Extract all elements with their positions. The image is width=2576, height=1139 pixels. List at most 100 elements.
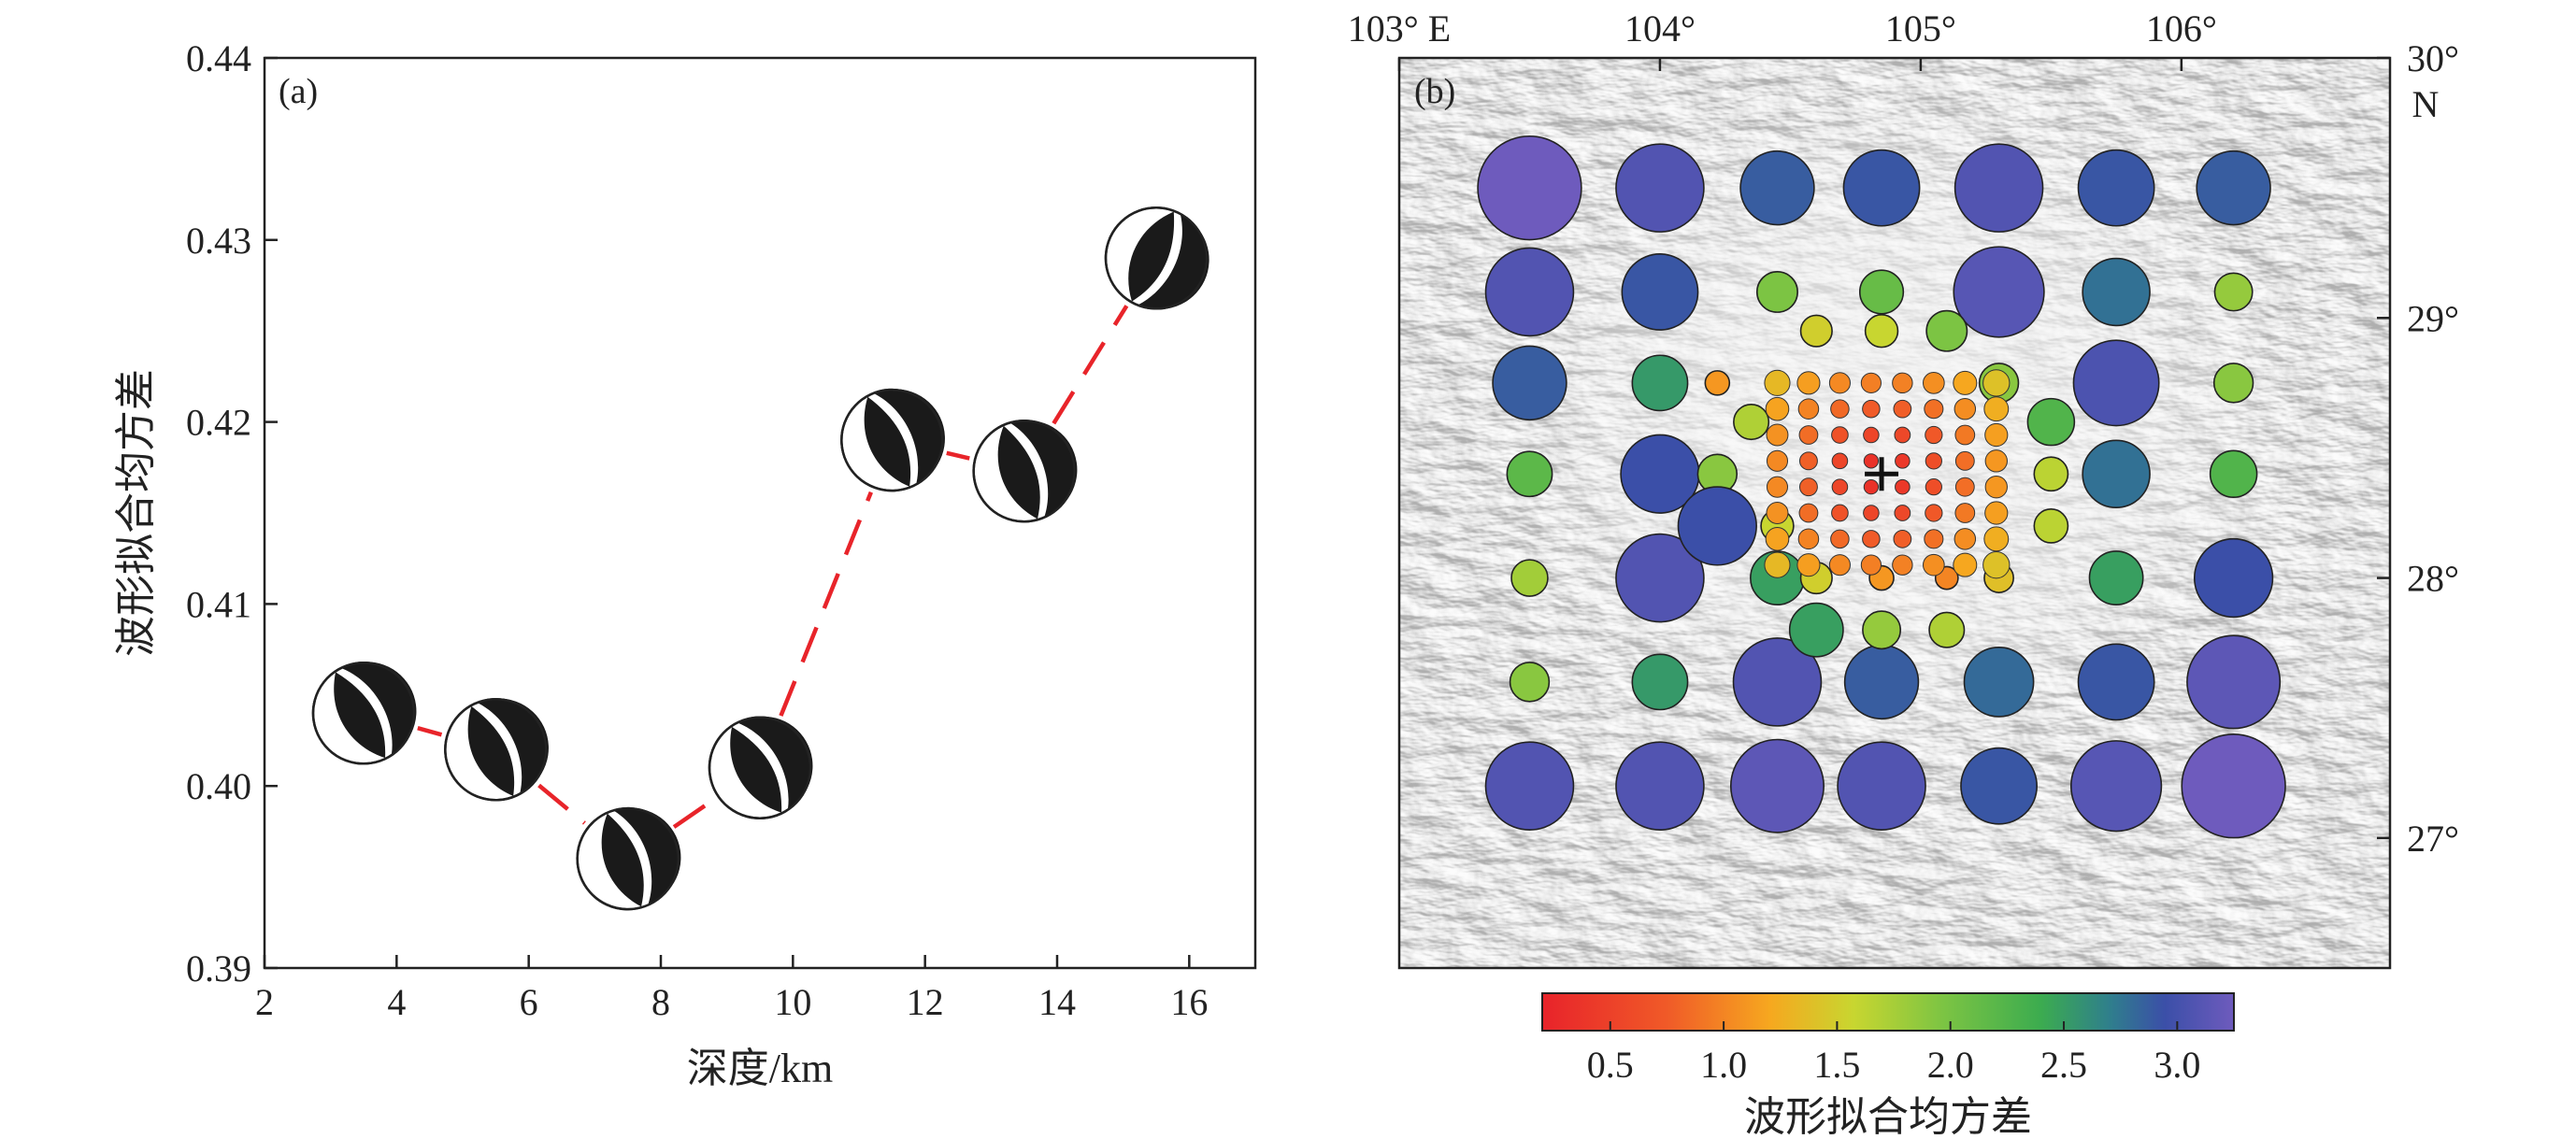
misfit-point-small [1953,552,1978,577]
y-tick-label: 0.44 [186,37,251,79]
beachball-outline [708,716,812,819]
misfit-point-small [1984,422,2009,448]
misfit-point-small [1798,477,1818,497]
panel-a-x-axis-title: 深度/km [687,1046,833,1091]
beachball-outline [444,697,548,802]
misfit-point-small [1925,425,1943,445]
map-latitude-ticks: 30° 29° 28° 27° [2377,37,2459,860]
panel-b-map: 103° E 104° 105° 106° 30° 29° 28° 27° N (b) 0.… [1348,7,2459,1139]
misfit-point [1858,269,1905,315]
misfit-point [2033,456,2069,492]
panel-a-y-axis-title: 波形拟合均方差 [113,369,159,657]
misfit-point [1842,149,1921,227]
misfit-point [1615,741,1705,831]
misfit-point [1615,533,1705,623]
misfit-point [2196,149,2271,226]
misfit-point [1729,738,1825,833]
lat-tick-label: 29° [2407,297,2459,339]
misfit-point-small [1953,528,1977,550]
map-north-label: N [2412,83,2440,125]
misfit-point-small [1831,426,1849,444]
misfit-point-small [1895,478,1911,495]
panel-a-x-axis: 2 4 6 8 10 12 14 16 [255,955,1208,1023]
lon-tick-label: 103° E [1348,7,1451,50]
misfit-point-small [1796,553,1821,577]
misfit-point [1704,370,1731,396]
misfit-point-small [1925,504,1943,522]
misfit-point [2082,257,2151,327]
misfit-point [2193,537,2274,619]
y-tick-label: 0.42 [186,402,251,444]
misfit-point-small [1831,452,1849,470]
misfit-point-small [1860,554,1882,576]
misfit-point-small [1766,423,1789,447]
misfit-point [1477,135,1582,241]
misfit-point-small [1798,425,1819,445]
misfit-point [1963,647,2035,718]
misfit-point [2186,634,2282,730]
misfit-point-small [1798,503,1819,523]
x-tick-label: 10 [774,981,811,1023]
misfit-point-small [1831,504,1849,522]
beachball-compression-quadrant [1128,211,1209,309]
map-longitude-ticks: 103° E 104° 105° 106° [1348,7,2217,71]
beachball-outline [576,806,680,911]
misfit-point [1615,143,1705,233]
colorbar [1541,992,2235,1032]
misfit-point-small [1953,370,1978,395]
panel-a-dashed-line [417,305,1129,829]
beachball-icon [444,697,549,802]
misfit-line-segment [672,797,715,829]
colorbar-tick-label: 1.5 [1813,1044,1860,1086]
panel-b-label: (b) [1414,72,1455,111]
beachball-compression-quadrant [467,698,549,796]
misfit-point [1621,253,1699,331]
misfit-point [2181,733,2286,839]
misfit-point-small [1954,424,1976,446]
misfit-point [1837,741,1926,831]
misfit-point [1755,270,1798,313]
colorbar-tick-label: 3.0 [2154,1044,2200,1086]
colorbar-tick-label: 0.5 [1587,1044,1634,1086]
misfit-point-small [1895,453,1911,469]
y-tick-label: 0.41 [186,583,251,625]
misfit-line-segment [417,726,443,737]
misfit-line-segment [1052,305,1129,425]
misfit-point-small [1984,449,2008,473]
beachball-icon [1104,206,1209,310]
misfit-point-small [1830,399,1850,419]
misfit-point [1484,741,1575,831]
misfit-point [2069,740,2163,833]
misfit-point-small [1893,399,1912,419]
misfit-point-small [1925,452,1942,470]
misfit-point-small [1894,426,1911,444]
x-tick-label: 12 [907,981,944,1023]
x-tick-label: 8 [651,981,670,1023]
misfit-point-small [1983,396,2010,422]
misfit-point [2209,449,2258,499]
misfit-point [2026,397,2076,447]
misfit-point-small [1892,372,1913,394]
panel-a-beachballs [311,206,1209,911]
misfit-point-small [1893,529,1912,548]
beachball-compression-quadrant [997,420,1078,520]
lat-tick-label: 28° [2407,558,2459,600]
misfit-point [1953,246,2045,338]
beachball-outline [311,662,416,765]
misfit-point-small [1924,529,1944,549]
misfit-point [1732,637,1823,727]
beachball-compression-quadrant [601,807,681,907]
x-tick-label: 14 [1038,981,1076,1023]
misfit-point-small [1954,450,1975,471]
lat-tick-label: 30° [2407,37,2459,79]
colorbar-tick-label: 2.5 [2040,1044,2087,1086]
misfit-point-small [1925,478,1942,496]
y-tick-label: 0.39 [186,947,251,990]
misfit-point [1788,602,1844,658]
misfit-point-small [1863,505,1880,521]
misfit-point-small [1863,453,1880,469]
misfit-point-small [1831,478,1849,495]
misfit-point [1506,450,1553,498]
x-tick-label: 4 [387,981,406,1023]
y-tick-label: 0.40 [186,765,251,807]
